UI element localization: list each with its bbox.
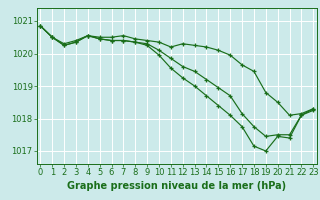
X-axis label: Graphe pression niveau de la mer (hPa): Graphe pression niveau de la mer (hPa) — [67, 181, 286, 191]
